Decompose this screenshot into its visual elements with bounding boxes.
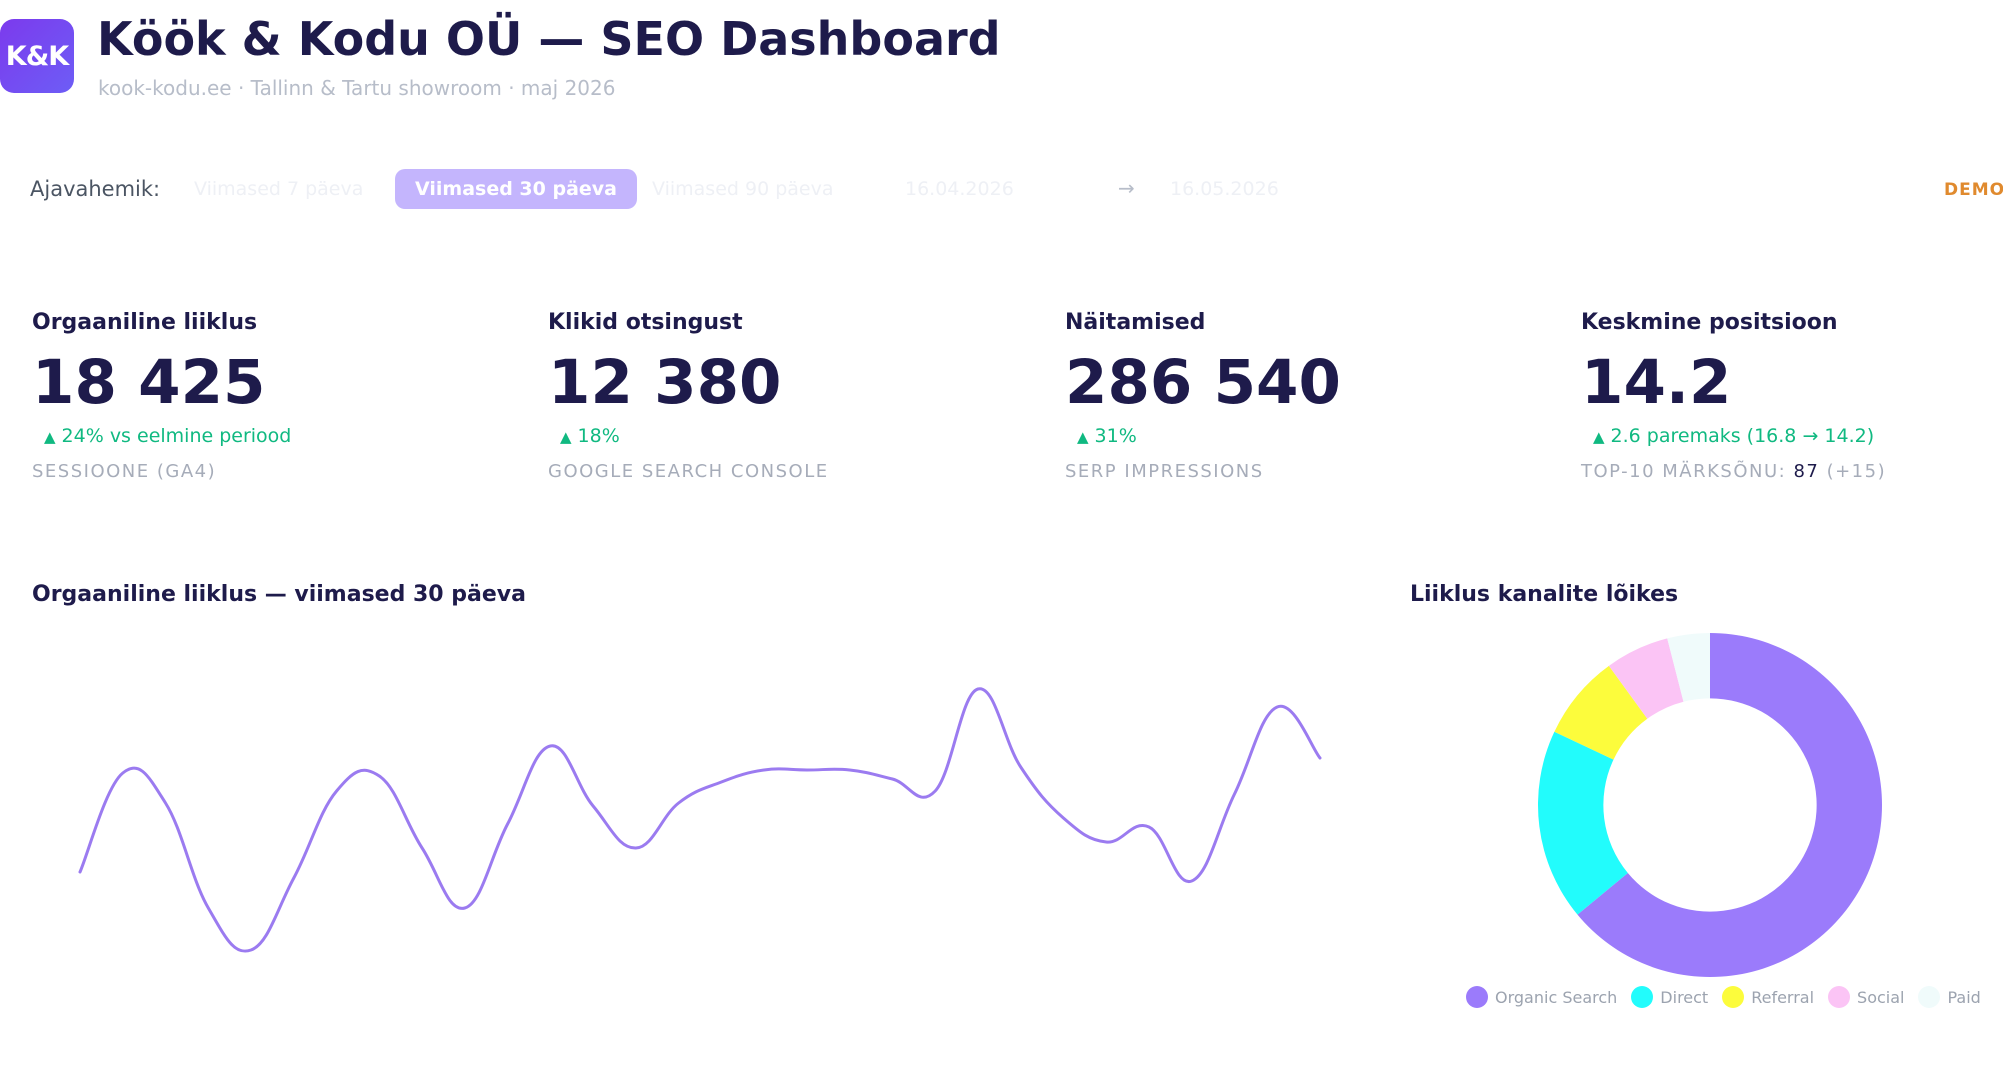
line-point[interactable] [288, 872, 300, 884]
triangle-up-icon: ▲ [560, 428, 572, 446]
date-to-input[interactable]: 16.05.2026 [1170, 178, 1279, 200]
line-point[interactable] [331, 785, 343, 797]
legend-swatch [1918, 986, 1941, 1008]
donut-slice-direct[interactable] [1538, 731, 1628, 915]
legend-label: Social [1857, 987, 1905, 1007]
donut-slice-organic-search[interactable] [1577, 633, 1882, 977]
legend-label: Direct [1660, 987, 1709, 1007]
kpi-organic-traffic: Orgaaniline liiklus 18 425 ▲ 24% vs eelmi… [32, 310, 512, 482]
line-point[interactable] [117, 767, 129, 779]
line-point[interactable] [544, 740, 556, 752]
line-point[interactable] [202, 902, 214, 914]
kpi-delta: ▲ 31% [1065, 425, 1545, 447]
line-point[interactable] [1271, 701, 1283, 713]
legend-item-direct[interactable]: Direct [1631, 986, 1708, 1008]
line-point[interactable] [416, 842, 428, 854]
kpi-delta-text: 31% [1094, 425, 1137, 447]
line-point[interactable] [886, 773, 898, 785]
line-point[interactable] [1100, 836, 1112, 848]
kpi-delta: ▲ 24% vs eelmine periood [32, 425, 512, 447]
organic-traffic-line-chart [74, 683, 1326, 956]
kpi-label: Näitamised [1065, 310, 1206, 335]
legend-swatch [1828, 986, 1851, 1008]
line-chart-title: Orgaaniline liiklus — viimased 30 päeva [32, 582, 526, 607]
page-subtitle: kook-kodu.ee · Tallinn & Tartu showroom … [98, 76, 616, 100]
donut-slice-paid[interactable] [1667, 633, 1710, 702]
legend-item-referral[interactable]: Referral [1722, 986, 1814, 1008]
line-point[interactable] [630, 842, 642, 854]
line-point[interactable] [844, 764, 856, 776]
kpi-value: 12 380 [548, 347, 782, 418]
kpi-sub-number: 87 [1793, 461, 1820, 482]
arrow-right-icon: → [1118, 176, 1135, 200]
range-7-days-button[interactable]: Viimased 7 päeva [194, 178, 364, 200]
kpi-sub: TOP-10 MÄRKSÕNU: 87 (+15) [1581, 461, 2003, 482]
triangle-up-icon: ▲ [44, 428, 56, 446]
donut-slice-social[interactable] [1608, 638, 1684, 719]
legend-label: Organic Search [1495, 987, 1618, 1007]
legend-swatch [1466, 986, 1488, 1008]
legend-swatch [1722, 986, 1745, 1008]
kpi-sub: SESSIOONE (GA4) [32, 461, 217, 482]
line-point[interactable] [373, 770, 385, 782]
line-point[interactable] [1143, 821, 1155, 833]
legend-item-organic-search[interactable]: Organic Search [1466, 986, 1617, 1008]
line-point[interactable] [1186, 875, 1198, 887]
legend-item-social[interactable]: Social [1828, 986, 1904, 1008]
line-point[interactable] [972, 683, 984, 695]
kpi-delta-text: 24% vs eelmine periood [61, 425, 292, 447]
donut-slice-referral[interactable] [1554, 665, 1648, 760]
line-point[interactable] [1015, 761, 1027, 773]
donut-chart-title: Liiklus kanalite lõikes [1410, 582, 1679, 607]
kpi-sub-text: TOP-10 MÄRKSÕNU: [1581, 461, 1787, 482]
legend-item-paid[interactable]: Paid [1918, 986, 1981, 1008]
kpi-label: Orgaaniline liiklus [32, 310, 258, 335]
range-90-days-button[interactable]: Viimased 90 päeva [652, 178, 834, 200]
kpi-sub: SERP IMPRESSIONS [1065, 461, 1264, 482]
range-30-days-button[interactable]: Viimased 30 päeva [395, 169, 637, 209]
line-point[interactable] [929, 785, 941, 797]
date-range-label: Ajavahemik: [30, 177, 161, 201]
line-point[interactable] [74, 866, 86, 878]
legend-label: Referral [1751, 987, 1815, 1007]
kpi-delta: ▲ 18% [548, 425, 1028, 447]
line-point[interactable] [758, 764, 770, 776]
kpi-sub-extra: (+15) [1826, 461, 1887, 482]
line-point[interactable] [715, 776, 727, 788]
company-logo: K&K [0, 19, 74, 93]
line-point[interactable] [502, 818, 514, 830]
triangle-up-icon: ▲ [1077, 428, 1089, 446]
kpi-search-clicks: Klikid otsingust 12 380 ▲ 18% GOOGLE SEAR… [548, 310, 1028, 482]
line-point[interactable] [1314, 752, 1326, 764]
legend-label: Paid [1947, 987, 1981, 1007]
legend-swatch [1631, 986, 1654, 1008]
kpi-value: 286 540 [1065, 347, 1341, 418]
line-point[interactable] [587, 800, 599, 812]
kpi-impressions: Näitamised 286 540 ▲ 31% SERP IMPRESSIONS [1065, 310, 1545, 482]
line-point[interactable] [801, 764, 813, 776]
date-from-input[interactable]: 16.04.2026 [905, 178, 1014, 200]
line-point[interactable] [160, 797, 172, 809]
line-point[interactable] [1057, 812, 1069, 824]
triangle-up-icon: ▲ [1593, 428, 1605, 446]
kpi-label: Keskmine positsioon [1581, 310, 1838, 335]
kpi-delta: ▲ 2.6 paremaks (16.8 → 14.2) [1581, 425, 2003, 447]
kpi-label: Klikid otsingust [548, 310, 743, 335]
date-range-bar: Ajavahemik: Viimased 7 päeva Viimased 30… [0, 166, 2003, 212]
demo-badge: DEMO [1944, 180, 2003, 200]
kpi-delta-text: 2.6 paremaks (16.8 → 14.2) [1610, 425, 1875, 447]
kpi-value: 14.2 [1581, 347, 1732, 418]
line-point[interactable] [673, 797, 685, 809]
line-point[interactable] [1229, 788, 1241, 800]
kpi-average-position: Keskmine positsioon 14.2 ▲ 2.6 paremaks (… [1581, 310, 2003, 482]
channel-donut-chart [1538, 633, 1882, 977]
kpi-delta-text: 18% [577, 425, 620, 447]
page-title: Köök & Kodu OÜ — SEO Dashboard [97, 12, 1001, 66]
organic-traffic-series-line [78, 687, 1322, 953]
line-point[interactable] [459, 902, 471, 914]
line-point[interactable] [245, 944, 257, 956]
kpi-sub: GOOGLE SEARCH CONSOLE [548, 461, 829, 482]
kpi-value: 18 425 [32, 347, 266, 418]
donut-legend: Organic Search Direct Referral Social Paid [1466, 986, 1981, 1008]
